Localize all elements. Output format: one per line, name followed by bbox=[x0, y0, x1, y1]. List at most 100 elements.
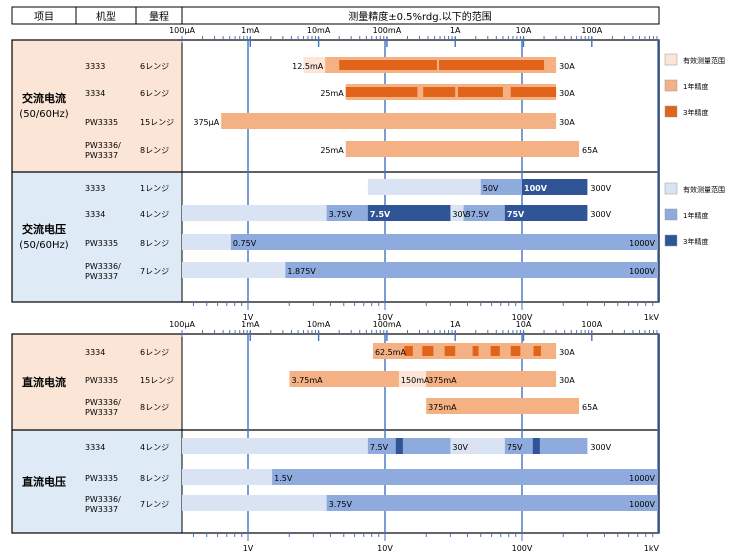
row-ranges: 7レンジ bbox=[140, 267, 169, 276]
row-model: PW3336/ bbox=[85, 495, 121, 504]
row-min-label: 375μA bbox=[193, 118, 219, 127]
legend-current-label: 3年精度 bbox=[683, 108, 708, 117]
section-frame bbox=[11, 333, 660, 534]
row-ranges: 7レンジ bbox=[140, 500, 169, 509]
row-max-label: 1000V bbox=[629, 239, 655, 248]
one-year-bar bbox=[367, 438, 451, 454]
row-point-label: 30V bbox=[452, 443, 468, 452]
row-model: PW3337 bbox=[85, 408, 118, 417]
row-ranges: 8レンジ bbox=[140, 403, 169, 412]
current-tick-label: 10A bbox=[516, 320, 532, 329]
row-max-label: 30A bbox=[559, 376, 575, 385]
legend-current-swatch bbox=[664, 53, 678, 66]
legend-voltage-swatch bbox=[664, 234, 678, 247]
legend-current-label: 1年精度 bbox=[683, 82, 708, 91]
current-tick-label: 1mA bbox=[241, 320, 260, 329]
row-max-label: 300V bbox=[590, 443, 611, 452]
row-model: 3333 bbox=[85, 184, 105, 193]
row-ranges: 6レンジ bbox=[140, 89, 169, 98]
legend-current-swatch bbox=[664, 105, 678, 118]
current-tick-label: 100A bbox=[581, 320, 602, 329]
row-ranges: 8レンジ bbox=[140, 146, 169, 155]
row-min-label: 12.5mA bbox=[292, 62, 324, 71]
row-model: 3334 bbox=[85, 210, 105, 219]
current-tick-label: 1mA bbox=[241, 26, 260, 35]
row-point-label: 3.75V bbox=[329, 210, 353, 219]
row-model: PW3337 bbox=[85, 151, 118, 160]
one-year-bar bbox=[230, 234, 658, 250]
three-year-bar bbox=[439, 60, 545, 70]
current-group-bg bbox=[12, 334, 182, 430]
row-max-label: 30A bbox=[559, 348, 575, 357]
one-year-bar bbox=[372, 343, 557, 359]
row-max-label: 1000V bbox=[629, 500, 655, 509]
header-item: 项目 bbox=[34, 11, 54, 23]
current-tick-label: 10mA bbox=[307, 320, 331, 329]
current-tick-label: 10A bbox=[516, 26, 532, 35]
row-point-label: 7.5V bbox=[370, 210, 391, 219]
voltage-tick-label: 100V bbox=[512, 313, 533, 322]
three-year-bar bbox=[504, 205, 588, 221]
one-year-bar bbox=[221, 113, 557, 129]
current-group-bg bbox=[12, 40, 182, 172]
row-max-label: 300V bbox=[590, 184, 611, 193]
one-year-bar bbox=[289, 371, 399, 387]
current-group-name: 交流电流 bbox=[22, 91, 66, 105]
voltage-group-sub: (50/60Hz) bbox=[19, 240, 68, 251]
voltage-tick-label: 1V bbox=[243, 544, 254, 553]
row-max-label: 65A bbox=[582, 146, 598, 155]
row-model: PW3335 bbox=[85, 239, 118, 248]
row-model: 3333 bbox=[85, 62, 105, 71]
one-year-bar bbox=[272, 469, 658, 485]
three-year-bar bbox=[472, 346, 479, 356]
current-tick-label: 100A bbox=[581, 26, 602, 35]
three-year-bar bbox=[510, 346, 521, 356]
row-model: PW3336/ bbox=[85, 141, 121, 150]
current-group-name: 直流电流 bbox=[22, 375, 66, 389]
section-frame bbox=[11, 39, 660, 303]
row-point-label: 62.5mA bbox=[375, 348, 407, 357]
row-min-label: 25mA bbox=[320, 146, 344, 155]
row-point-label: 50V bbox=[483, 184, 499, 193]
row-point-label: 0.75V bbox=[233, 239, 257, 248]
row-point-label: 7.5V bbox=[370, 443, 389, 452]
row-point-label: 75V bbox=[507, 443, 523, 452]
row-point-label: 1.5V bbox=[274, 474, 293, 483]
header-row bbox=[11, 6, 660, 25]
three-year-bar bbox=[458, 87, 503, 97]
voltage-tick-label: 1kV bbox=[644, 544, 660, 553]
row-model: PW3335 bbox=[85, 118, 118, 127]
voltage-tick-label: 1V bbox=[243, 313, 254, 322]
three-year-bar bbox=[510, 87, 557, 97]
row-model: PW3336/ bbox=[85, 398, 121, 407]
three-year-bar bbox=[339, 60, 437, 70]
three-year-bar bbox=[533, 346, 541, 356]
current-tick-label: 1A bbox=[450, 320, 461, 329]
legend-voltage-swatch bbox=[664, 208, 678, 221]
row-max-label: 30A bbox=[559, 118, 575, 127]
row-point-label: 3.75mA bbox=[292, 376, 324, 385]
row-point-label: 150mA bbox=[401, 376, 430, 385]
current-tick-label: 100mA bbox=[373, 320, 402, 329]
row-ranges: 4レンジ bbox=[140, 210, 169, 219]
header-title: 测量精度±0.5%rdg.以下的范围 bbox=[348, 10, 492, 23]
three-year-bar bbox=[532, 438, 540, 454]
row-max-label: 30A bbox=[559, 62, 575, 71]
row-point-label: 30V bbox=[452, 210, 468, 219]
row-max-label: 1000V bbox=[629, 474, 655, 483]
row-ranges: 8レンジ bbox=[140, 474, 169, 483]
current-tick-label: 100mA bbox=[373, 26, 402, 35]
row-ranges: 4レンジ bbox=[140, 443, 169, 452]
voltage-tick-label: 10V bbox=[377, 313, 393, 322]
current-tick-label: 100μA bbox=[169, 26, 195, 35]
row-model: PW3336/ bbox=[85, 262, 121, 271]
three-year-bar bbox=[345, 87, 418, 97]
one-year-bar bbox=[285, 262, 658, 278]
row-model: PW3335 bbox=[85, 376, 118, 385]
current-tick-label: 1A bbox=[450, 26, 461, 35]
row-point-label: 100V bbox=[524, 184, 548, 193]
row-max-label: 30A bbox=[559, 89, 575, 98]
three-year-bar bbox=[367, 205, 451, 221]
voltage-tick-label: 1kV bbox=[644, 313, 660, 322]
